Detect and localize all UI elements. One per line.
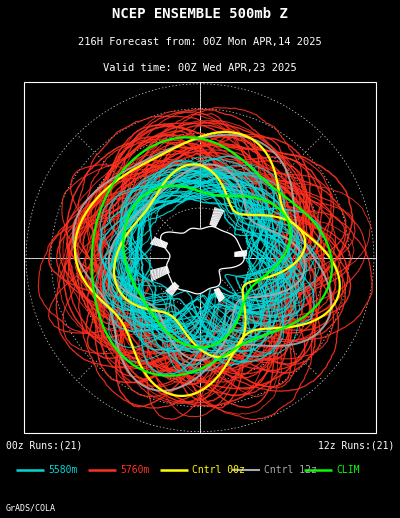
Text: Valid time: 00Z Wed APR,23 2025: Valid time: 00Z Wed APR,23 2025 xyxy=(103,63,297,73)
Text: Cntrl 12z: Cntrl 12z xyxy=(264,465,317,475)
Text: 216H Forecast from: 00Z Mon APR,14 2025: 216H Forecast from: 00Z Mon APR,14 2025 xyxy=(78,37,322,47)
Polygon shape xyxy=(161,226,244,294)
Text: 12z Runs:(21): 12z Runs:(21) xyxy=(318,440,394,450)
Text: 5760m: 5760m xyxy=(120,465,149,475)
Text: GrADS/COLA: GrADS/COLA xyxy=(6,503,56,512)
Text: NCEP ENSEMBLE 500mb Z: NCEP ENSEMBLE 500mb Z xyxy=(112,7,288,21)
Text: 00z Runs:(21): 00z Runs:(21) xyxy=(6,440,82,450)
Text: Cntrl 00z: Cntrl 00z xyxy=(192,465,245,475)
Text: CLIM: CLIM xyxy=(336,465,360,475)
Text: 5580m: 5580m xyxy=(48,465,77,475)
